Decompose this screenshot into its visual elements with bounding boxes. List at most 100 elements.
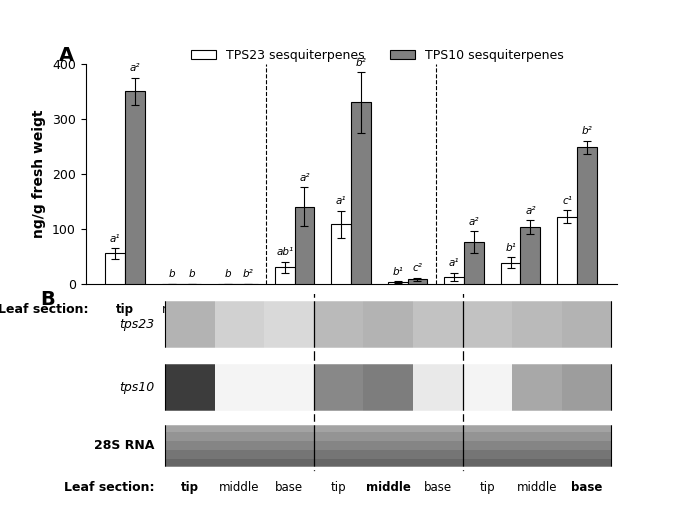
Bar — [413, 432, 462, 441]
Text: base: base — [393, 303, 421, 316]
Bar — [314, 459, 364, 468]
Bar — [215, 441, 264, 450]
Bar — [165, 362, 611, 412]
Text: tip: tip — [287, 303, 302, 316]
Bar — [562, 362, 611, 412]
Bar — [215, 423, 264, 432]
Bar — [462, 459, 512, 468]
Bar — [351, 102, 371, 284]
Bar — [562, 450, 611, 459]
Legend: TPS23 sesquiterpenes, TPS10 sesquiterpenes: TPS23 sesquiterpenes, TPS10 sesquiterpen… — [186, 44, 569, 66]
Text: b: b — [188, 269, 195, 279]
Text: tip: tip — [116, 303, 134, 316]
Text: base: base — [561, 303, 593, 316]
Bar — [413, 459, 462, 468]
Text: A: A — [59, 46, 74, 65]
Bar — [165, 441, 215, 450]
Bar — [501, 263, 521, 284]
Text: tps10: tps10 — [119, 381, 155, 394]
Text: a¹: a¹ — [110, 234, 121, 244]
Bar — [512, 441, 562, 450]
Bar — [314, 362, 364, 412]
Bar — [215, 362, 264, 412]
Text: a²: a² — [469, 217, 479, 227]
Text: tip: tip — [181, 481, 199, 494]
Bar — [264, 450, 314, 459]
Text: tps23: tps23 — [119, 318, 155, 331]
Bar — [165, 362, 611, 412]
Bar — [462, 441, 512, 450]
Bar — [364, 362, 413, 412]
Text: B: B — [40, 290, 55, 309]
Bar — [413, 423, 462, 432]
Text: tip: tip — [479, 481, 495, 494]
Text: a²: a² — [525, 206, 536, 216]
Text: 28S RNA: 28S RNA — [95, 439, 155, 452]
Text: Leaf section:: Leaf section: — [0, 303, 88, 316]
Bar — [165, 299, 611, 350]
Text: a¹: a¹ — [449, 258, 460, 268]
Bar — [464, 243, 484, 284]
Text: b¹: b¹ — [393, 267, 403, 277]
Bar — [264, 459, 314, 468]
Bar — [314, 450, 364, 459]
Bar — [264, 423, 314, 432]
Bar — [105, 253, 125, 284]
Bar — [512, 432, 562, 441]
Text: base: base — [224, 303, 252, 316]
Bar — [364, 299, 413, 350]
Bar — [314, 299, 364, 350]
Bar — [445, 277, 464, 284]
Bar — [512, 299, 562, 350]
Bar — [562, 432, 611, 441]
Bar — [165, 299, 611, 350]
Bar — [562, 441, 611, 450]
Bar — [165, 299, 215, 350]
Bar — [512, 423, 562, 432]
Bar — [215, 450, 264, 459]
Bar — [264, 432, 314, 441]
Text: a²: a² — [299, 173, 310, 183]
Bar — [562, 459, 611, 468]
Text: middle: middle — [516, 481, 557, 494]
Text: middle: middle — [329, 303, 373, 316]
Text: base: base — [424, 481, 452, 494]
Bar — [125, 92, 145, 284]
Text: middle: middle — [162, 303, 202, 316]
Text: base: base — [571, 481, 602, 494]
Bar — [577, 147, 597, 284]
Bar — [413, 299, 462, 350]
Bar — [332, 225, 351, 284]
Text: a¹: a¹ — [336, 196, 347, 206]
Bar — [413, 450, 462, 459]
Bar — [215, 299, 264, 350]
Bar — [388, 282, 408, 284]
Bar — [364, 423, 413, 432]
Text: b²: b² — [582, 127, 593, 136]
Bar — [165, 423, 611, 468]
Text: b: b — [225, 269, 232, 279]
Bar — [364, 459, 413, 468]
Bar — [413, 441, 462, 450]
Bar — [165, 423, 215, 432]
Bar — [562, 423, 611, 432]
Text: tip: tip — [456, 303, 472, 316]
Bar — [165, 450, 215, 459]
Bar — [521, 227, 540, 284]
Bar — [462, 450, 512, 459]
Bar — [215, 432, 264, 441]
Bar — [314, 441, 364, 450]
Bar — [512, 450, 562, 459]
Bar — [562, 299, 611, 350]
Bar — [165, 423, 611, 468]
Text: c²: c² — [412, 263, 423, 273]
Bar — [462, 362, 512, 412]
Text: tip: tip — [331, 481, 347, 494]
Text: b²: b² — [356, 57, 366, 68]
Bar — [264, 362, 314, 412]
Bar — [275, 267, 295, 284]
Text: middle: middle — [219, 481, 260, 494]
Text: b²: b² — [242, 269, 253, 279]
Text: a²: a² — [129, 63, 140, 73]
Text: c¹: c¹ — [562, 196, 572, 205]
